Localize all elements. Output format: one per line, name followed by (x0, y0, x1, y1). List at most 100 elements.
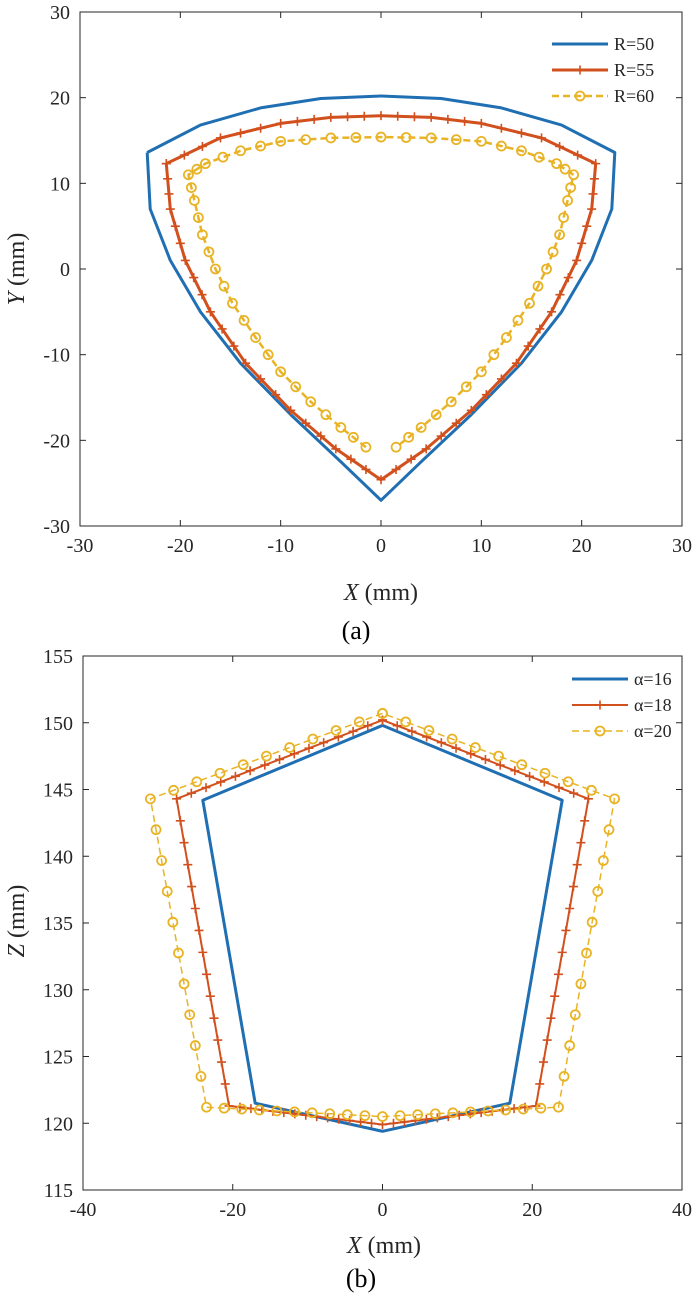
series-marker (532, 280, 544, 292)
series-marker (359, 111, 369, 121)
legend-label: α=18 (634, 695, 672, 715)
y-tick-label: 20 (50, 88, 70, 110)
series-marker (512, 314, 524, 326)
series-marker (241, 358, 251, 368)
plot-b-legend: α=16 α=18 α=20 (572, 669, 672, 741)
series-marker (253, 1104, 265, 1116)
series-marker (445, 396, 457, 408)
series-marker (447, 1107, 459, 1119)
series-marker (535, 324, 545, 334)
series-marker (346, 454, 356, 464)
series-α=18 (172, 715, 593, 1130)
series-marker (501, 332, 512, 343)
series-marker (465, 1106, 476, 1118)
series-marker (197, 290, 207, 300)
series-marker (559, 163, 571, 175)
series-marker (547, 307, 557, 317)
y-tick-label: 145 (43, 780, 73, 802)
y-tick-label: -10 (43, 345, 70, 367)
plot-b-series (144, 708, 621, 1133)
series-marker (191, 163, 203, 175)
plot-a-series (145, 94, 617, 502)
series-marker (187, 882, 197, 892)
x-tick-label: 10 (471, 535, 491, 557)
x-tick-label: 0 (378, 1199, 388, 1221)
series-marker (189, 273, 199, 283)
series-marker (563, 273, 573, 283)
series-marker (517, 1103, 529, 1115)
series-marker (589, 174, 599, 184)
series-marker (412, 1109, 424, 1121)
series-marker (276, 118, 286, 128)
series-marker (609, 793, 621, 805)
series-marker (561, 925, 571, 935)
series-marker (580, 816, 590, 826)
series-marker (284, 742, 296, 753)
series-marker (331, 444, 341, 454)
series-marker (217, 151, 229, 163)
series-marker (569, 788, 579, 798)
series-marker (535, 1102, 547, 1114)
series-marker (170, 221, 180, 231)
series-marker (481, 390, 491, 400)
series-marker (334, 1114, 344, 1124)
series-marker (236, 1103, 248, 1115)
series-marker (393, 111, 403, 121)
series-marker (423, 725, 435, 736)
series-marker (235, 145, 246, 157)
series-marker (324, 1108, 336, 1120)
series-marker (164, 189, 174, 199)
series-marker (421, 444, 431, 454)
series-marker (363, 721, 373, 731)
series-marker (218, 280, 230, 292)
series-marker (542, 1035, 552, 1045)
series-marker (537, 133, 547, 143)
y-tick-label: 120 (43, 1113, 73, 1135)
plot-a-caption: (a) (342, 616, 371, 645)
x-tick-label: 20 (572, 535, 592, 557)
series-marker (555, 290, 565, 300)
y-tick-label: -20 (43, 430, 70, 452)
legend-marker (594, 725, 606, 737)
x-tick-label: -40 (70, 1199, 97, 1221)
series-marker (516, 145, 527, 157)
series-marker (330, 725, 342, 736)
y-tick-label: 130 (43, 980, 73, 1002)
y-tick-label: 10 (50, 173, 70, 195)
series-marker (161, 159, 171, 169)
series-marker (213, 1035, 223, 1045)
series-marker (320, 409, 332, 421)
series-marker (230, 771, 240, 781)
series-marker (557, 947, 567, 957)
series-marker (476, 118, 486, 128)
series-marker (305, 396, 317, 408)
series-marker (554, 229, 565, 241)
series-marker (550, 991, 560, 1001)
series-marker (525, 771, 535, 781)
series-marker (546, 1013, 556, 1023)
series-marker (361, 464, 371, 474)
series-marker (238, 314, 250, 326)
series-marker (583, 794, 593, 804)
series-marker (261, 750, 272, 762)
series-marker (250, 332, 261, 343)
series-marker (555, 141, 565, 151)
series-marker (165, 204, 175, 214)
series-marker (535, 1079, 545, 1089)
series-marker (215, 133, 225, 143)
series-marker (586, 916, 598, 928)
series-marker (569, 1009, 581, 1021)
series-marker (391, 464, 401, 474)
series-marker (576, 838, 586, 848)
series-marker (547, 246, 559, 258)
series-marker (516, 128, 526, 138)
y-tick-label: 115 (44, 1180, 73, 1202)
series-marker (262, 349, 274, 361)
series-marker (510, 766, 520, 776)
series-marker (568, 882, 578, 892)
x-tick-label: 30 (672, 535, 692, 557)
plot-a-ylabel: Y (mm) (4, 233, 30, 306)
series-R=55 (161, 111, 601, 485)
series-marker (409, 112, 419, 122)
